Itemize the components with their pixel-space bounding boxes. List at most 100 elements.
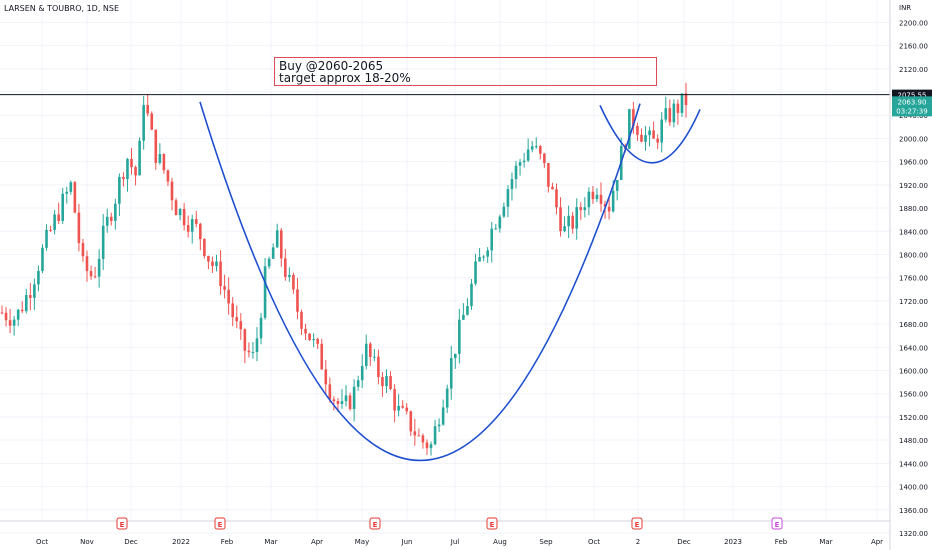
candle-up bbox=[267, 258, 271, 267]
candle-down bbox=[122, 176, 125, 180]
candle-up bbox=[583, 207, 587, 211]
candle-down bbox=[29, 295, 32, 298]
y-tick-label: 1600.00 bbox=[899, 368, 928, 376]
y-tick-label: 1760.00 bbox=[899, 275, 928, 283]
candle-down bbox=[591, 191, 595, 200]
candle-down bbox=[162, 153, 166, 171]
candle-down bbox=[413, 431, 417, 436]
candle-up bbox=[259, 317, 263, 339]
candle-down bbox=[304, 328, 307, 334]
candle-down bbox=[284, 258, 287, 277]
candle-up bbox=[474, 261, 477, 284]
candle-down bbox=[332, 399, 336, 402]
candle-down bbox=[199, 223, 202, 240]
x-tick-label: Apr bbox=[871, 538, 883, 546]
y-tick-label: 1320.00 bbox=[899, 530, 928, 538]
candle-down bbox=[632, 109, 635, 126]
candle-up bbox=[142, 105, 145, 141]
candle-up bbox=[385, 376, 388, 387]
candle-up bbox=[126, 159, 129, 180]
candle-up bbox=[178, 208, 182, 216]
trade-note-line1: Buy @2060-2065 bbox=[279, 59, 384, 73]
y-tick-label: 1520.00 bbox=[899, 414, 928, 422]
earnings-marker-label: E bbox=[120, 521, 125, 529]
x-tick-label: Feb bbox=[221, 538, 234, 546]
candle-up bbox=[433, 426, 437, 445]
candle-down bbox=[369, 343, 372, 357]
candle-up bbox=[255, 338, 259, 353]
trade-note-line2: target approx 18-20% bbox=[279, 71, 411, 85]
candle-down bbox=[166, 170, 170, 182]
candle-up bbox=[458, 319, 461, 354]
cup-curve bbox=[199, 101, 641, 462]
candle-down bbox=[81, 243, 85, 257]
last-price-label: 2063.90 bbox=[898, 98, 927, 106]
x-tick-label: 2 bbox=[636, 538, 640, 546]
candle-down bbox=[417, 435, 421, 437]
x-tick-label: 2022 bbox=[172, 538, 190, 546]
candle-up bbox=[449, 358, 453, 389]
candle-down bbox=[320, 343, 324, 370]
candle-down bbox=[603, 203, 607, 207]
candle-up bbox=[680, 93, 684, 113]
y-tick-label: 1720.00 bbox=[899, 298, 928, 306]
candle-down bbox=[421, 435, 425, 443]
candle-down bbox=[239, 321, 243, 330]
candle-down bbox=[235, 317, 239, 322]
candle-down bbox=[324, 369, 328, 385]
x-tick-label: Oct bbox=[36, 538, 48, 546]
y-tick-label: 1480.00 bbox=[899, 437, 928, 445]
candle-down bbox=[547, 163, 550, 187]
candle-down bbox=[328, 384, 332, 400]
candle-up bbox=[397, 405, 400, 411]
candle-down bbox=[668, 108, 672, 123]
candle-series bbox=[0, 82, 688, 456]
currency-label: INR bbox=[899, 4, 912, 12]
candle-up bbox=[69, 182, 73, 192]
y-tick-label: 1400.00 bbox=[899, 484, 928, 492]
candle-up bbox=[445, 388, 449, 408]
x-tick-label: Mar bbox=[819, 538, 832, 546]
candle-up bbox=[16, 309, 20, 320]
candle-down bbox=[134, 167, 137, 176]
earnings-marker-label: E bbox=[490, 521, 495, 529]
candle-up bbox=[510, 179, 514, 190]
candle-down bbox=[571, 215, 574, 229]
candle-up bbox=[437, 424, 441, 427]
candle-up bbox=[644, 135, 647, 142]
chart-title: LARSEN & TOUBRO, 1D, NSE bbox=[4, 4, 120, 13]
candle-up bbox=[105, 216, 109, 226]
candle-up bbox=[138, 140, 141, 176]
candle-down bbox=[174, 200, 178, 216]
earnings-marker bbox=[771, 517, 783, 530]
trade-note[interactable]: Buy @2060-2065 target approx 18-20% bbox=[274, 57, 657, 86]
y-tick-label: 2160.00 bbox=[899, 43, 928, 51]
candle-down bbox=[348, 395, 352, 410]
candle-down bbox=[636, 125, 639, 135]
candle-up bbox=[24, 295, 28, 312]
candle-up bbox=[352, 386, 356, 410]
earnings-marker bbox=[486, 517, 498, 530]
earnings-marker bbox=[631, 517, 643, 530]
candle-down bbox=[0, 312, 4, 314]
candle-down bbox=[170, 181, 174, 201]
earnings-marker bbox=[116, 517, 128, 530]
candle-up bbox=[462, 314, 465, 320]
x-tick-label: May bbox=[355, 538, 369, 546]
y-tick-label: 1440.00 bbox=[899, 460, 928, 468]
candle-up bbox=[478, 257, 481, 262]
candle-up bbox=[364, 343, 368, 366]
x-tick-label: Jul bbox=[450, 538, 460, 546]
candle-down bbox=[85, 256, 89, 272]
candle-up bbox=[518, 162, 522, 166]
candle-down bbox=[8, 320, 12, 326]
candle-down bbox=[4, 312, 8, 321]
candle-up bbox=[486, 250, 489, 257]
y-tick-label: 1880.00 bbox=[899, 205, 928, 213]
chart-grid bbox=[0, 0, 890, 534]
candle-up bbox=[534, 146, 538, 148]
candle-up bbox=[502, 206, 506, 217]
candle-up bbox=[158, 153, 162, 163]
